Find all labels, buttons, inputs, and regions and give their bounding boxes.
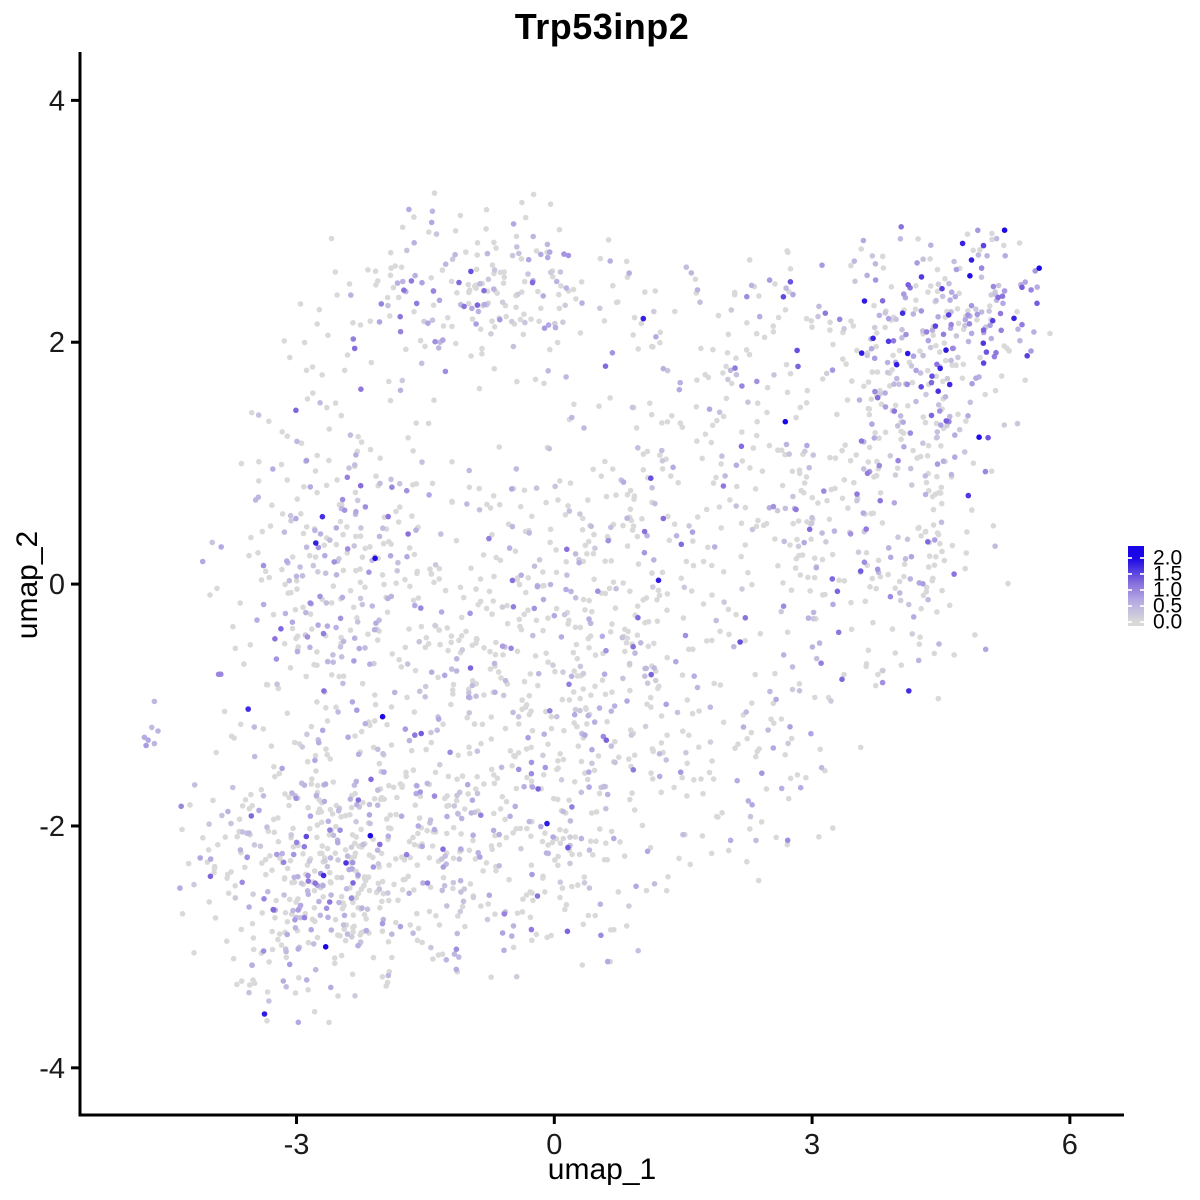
legend-tick-label: 2.0	[1153, 546, 1183, 570]
expression-colorbar	[1128, 546, 1144, 626]
y-axis-title: umap_2	[11, 530, 44, 640]
x-tick-label: 6	[1062, 1129, 1078, 1161]
x-axis-title: umap_1	[547, 1153, 657, 1186]
legend-tick-labels: 2.0 1.5 1.0 0.5 0.0	[1153, 546, 1199, 636]
legend-tick-mark	[1128, 557, 1144, 559]
expression-legend: 2.0 1.5 1.0 0.5 0.0	[1128, 546, 1200, 636]
y-tick-label: 4	[49, 85, 65, 117]
scatter-points-layer	[141, 190, 1053, 1026]
y-tick-label: 0	[49, 569, 65, 601]
legend-tick-label: 0.0	[1153, 610, 1183, 634]
y-tick-label: -4	[39, 1053, 65, 1085]
legend-tick-label: 0.5	[1153, 594, 1183, 618]
legend-tick-mark	[1128, 621, 1144, 623]
tick-marks	[71, 98, 1072, 1124]
x-tick-label: 3	[804, 1129, 820, 1161]
legend-tick-mark	[1128, 605, 1144, 607]
y-tick-label: -2	[39, 811, 65, 843]
tick-labels: -3 0 3 6 -4 -2 0 2 4	[39, 85, 1078, 1161]
legend-tick-mark	[1128, 589, 1144, 591]
y-tick-label: 2	[49, 327, 65, 359]
x-tick-label: 0	[546, 1129, 562, 1161]
legend-tick-label: 1.0	[1153, 578, 1183, 602]
plot-title: Trp53inp2	[514, 6, 690, 47]
legend-tick-mark	[1128, 573, 1144, 575]
x-tick-label: -3	[284, 1129, 310, 1161]
legend-tick-label: 1.5	[1153, 562, 1183, 586]
